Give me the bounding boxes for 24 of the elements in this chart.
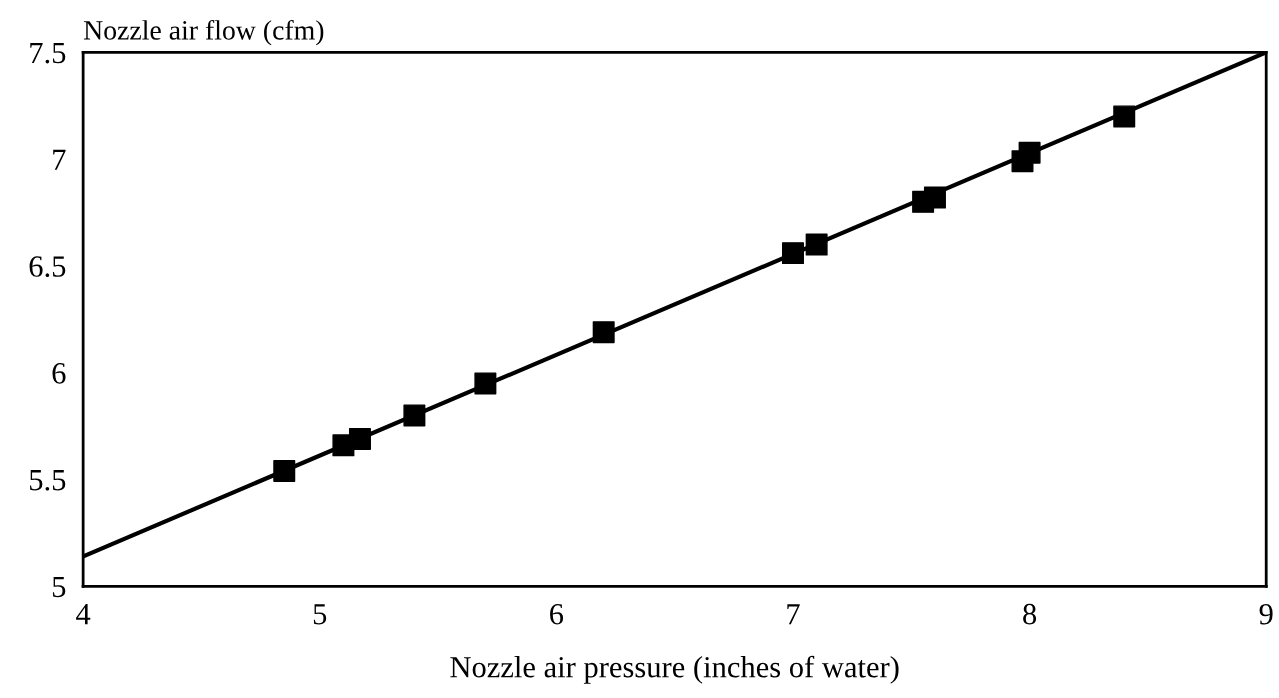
y-tick-label: 6.5 xyxy=(29,256,66,277)
y-tick-label: 7 xyxy=(53,149,66,170)
point xyxy=(1018,141,1041,164)
point xyxy=(348,427,371,450)
point xyxy=(592,321,615,344)
x-tick-label: 6 xyxy=(550,603,564,625)
point xyxy=(923,186,946,209)
y-tick-label: 5.5 xyxy=(30,470,66,491)
y-tick-label: 7.5 xyxy=(30,42,66,64)
point xyxy=(403,404,426,427)
x-axis-title: Nozzle air pressure (inches of water) xyxy=(450,655,899,684)
y-tick-label: 6 xyxy=(52,363,66,384)
x-tick-label: 8 xyxy=(1023,603,1037,625)
point xyxy=(273,459,296,482)
x-tick-label: 9 xyxy=(1259,603,1273,625)
x-tick-label: 5 xyxy=(313,604,327,625)
point xyxy=(805,233,828,256)
y-axis-title: Nozzle air flow (cfm) xyxy=(83,19,324,46)
x-tick-label: 7 xyxy=(787,604,800,625)
y-tick-label: 5 xyxy=(52,576,66,598)
point xyxy=(781,242,804,265)
point xyxy=(474,372,497,395)
x-tick-label: 4 xyxy=(76,604,91,625)
point xyxy=(1113,105,1136,128)
